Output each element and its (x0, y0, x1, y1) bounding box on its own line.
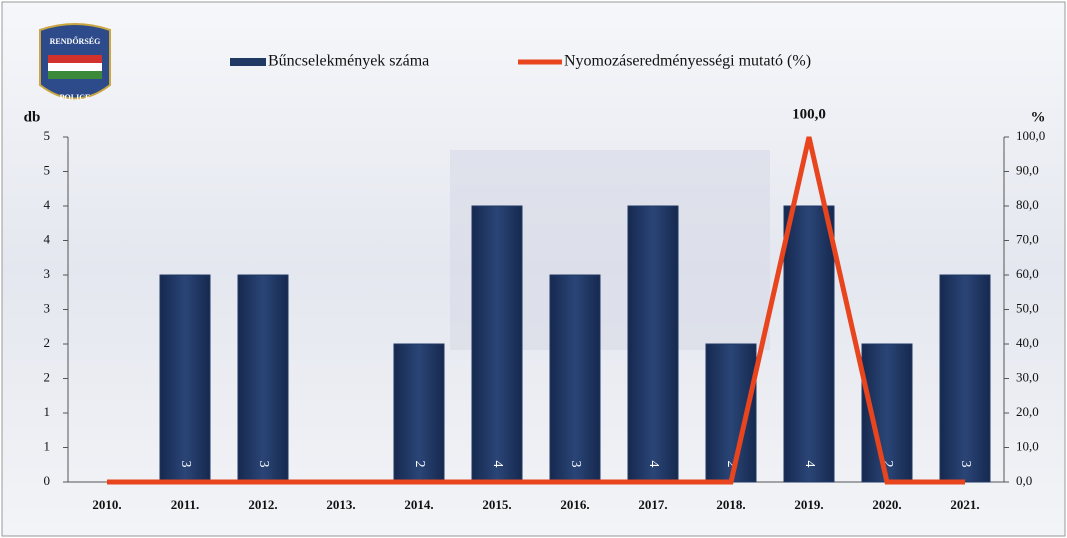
y-tick-label: 4 (44, 231, 51, 246)
bar (939, 274, 991, 483)
y2-tick-label: 0,0 (1016, 473, 1032, 488)
y2-tick-label: 20,0 (1016, 404, 1039, 419)
y2-tick-label: 80,0 (1016, 197, 1039, 212)
y-tick-label: 4 (44, 197, 51, 212)
x-tick-label: 2020. (872, 497, 901, 512)
x-tick-label: 2012. (248, 497, 277, 512)
x-tick-label: 2010. (92, 497, 121, 512)
y-tick-label: 1 (44, 404, 51, 419)
y-tick-label: 5 (44, 128, 51, 143)
bar-value-label: 2 (724, 461, 739, 468)
y2-tick-label: 40,0 (1016, 335, 1039, 350)
x-tick-label: 2013. (326, 497, 355, 512)
bar (393, 343, 445, 483)
y-tick-label: 2 (44, 369, 51, 384)
line (107, 136, 965, 485)
x-tick-label: 2016. (560, 497, 589, 512)
bar-value-label: 3 (256, 461, 271, 468)
y-tick-label: 1 (44, 438, 51, 453)
y-tick-label: 2 (44, 335, 51, 350)
y2-tick-label: 50,0 (1016, 300, 1039, 315)
bar-value-label: 4 (490, 461, 505, 468)
y2-tick-label: 10,0 (1016, 438, 1039, 453)
bar (159, 274, 211, 483)
logo-top: RENDŐRSÉG (50, 36, 101, 46)
bar-value-label: 2 (412, 461, 427, 468)
bar-value-label: 4 (802, 461, 817, 468)
x-tick-label: 2017. (638, 497, 667, 512)
bar-value-label: 3 (958, 461, 973, 468)
x-tick-label: 2011. (171, 497, 200, 512)
x-tick-label: 2019. (794, 497, 823, 512)
bar (237, 274, 289, 483)
x-tick-label: 2015. (482, 497, 511, 512)
y-tick-label: 3 (44, 300, 51, 315)
bar (471, 205, 523, 483)
legend-swatch (230, 58, 266, 66)
y2-tick-label: 30,0 (1016, 369, 1039, 384)
y-tick-label: 0 (44, 473, 51, 488)
y2-tick-label: 90,0 (1016, 162, 1039, 177)
y2-axis-label: % (1031, 109, 1046, 125)
bar (627, 205, 679, 483)
bar (783, 205, 835, 483)
y-tick-label: 3 (44, 266, 51, 281)
y-axis-label: db (24, 109, 41, 125)
x-tick-label: 2014. (404, 497, 433, 512)
y-tick-label: 5 (44, 162, 51, 177)
logo: RENDŐRSÉG POLICE (39, 23, 111, 102)
legend-label: Nyomozáseredményességi mutató (%) (564, 53, 811, 70)
y2-tick-label: 70,0 (1016, 231, 1039, 246)
legend-label: Bűncselekmények száma (268, 53, 429, 70)
bar (549, 274, 601, 483)
bar-value-label: 4 (646, 461, 661, 468)
x-tick-label: 2018. (716, 497, 745, 512)
bar-value-label: 3 (178, 461, 193, 468)
y2-tick-label: 60,0 (1016, 266, 1039, 281)
bar-value-label: 3 (568, 461, 583, 468)
bar-value-label: 2 (880, 461, 895, 468)
logo-bottom: POLICE (60, 93, 91, 102)
line-value-label: 100,0 (792, 106, 826, 122)
y2-tick-label: 100,0 (1016, 128, 1045, 143)
x-tick-label: 2021. (950, 497, 979, 512)
